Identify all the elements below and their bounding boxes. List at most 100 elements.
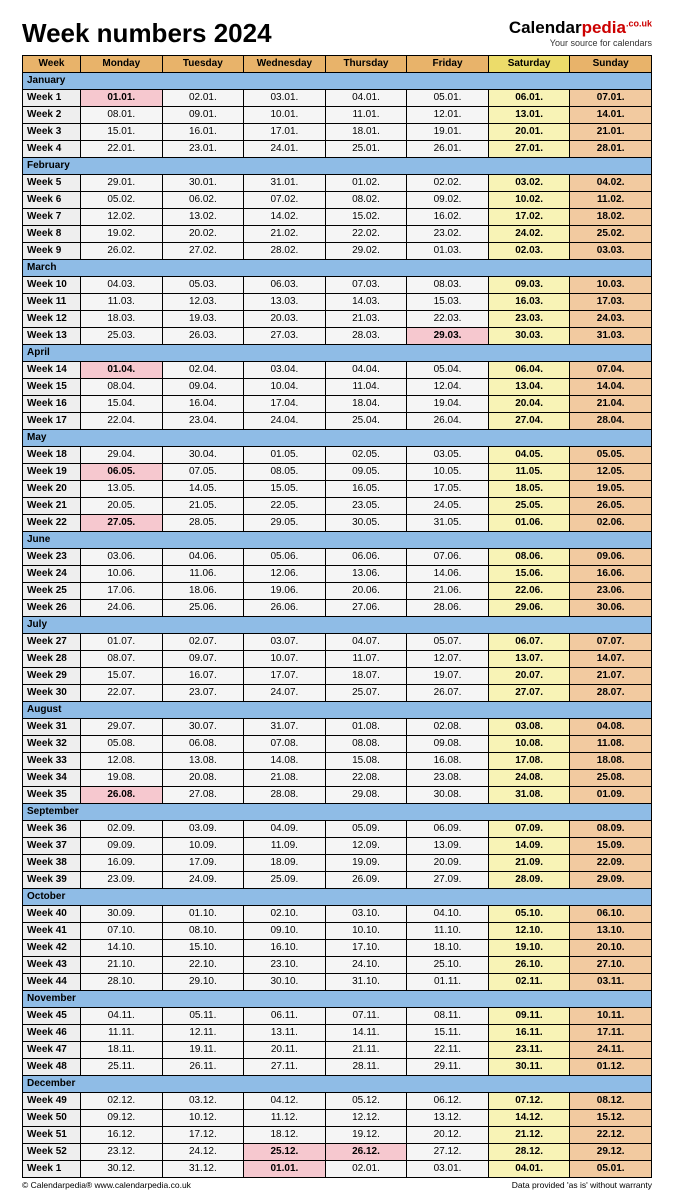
week-label: Week 44 bbox=[23, 974, 81, 991]
date-cell: 01.01. bbox=[244, 1161, 326, 1178]
date-cell: 26.09. bbox=[325, 872, 407, 889]
date-cell: 11.05. bbox=[488, 464, 570, 481]
date-cell: 30.11. bbox=[488, 1059, 570, 1076]
date-cell: 11.10. bbox=[407, 923, 489, 940]
date-cell: 29.01. bbox=[81, 175, 163, 192]
week-label: Week 14 bbox=[23, 362, 81, 379]
date-cell: 07.10. bbox=[81, 923, 163, 940]
date-cell: 15.10. bbox=[162, 940, 244, 957]
date-cell: 26.07. bbox=[407, 685, 489, 702]
date-cell: 31.10. bbox=[325, 974, 407, 991]
date-cell: 12.02. bbox=[81, 209, 163, 226]
date-cell: 08.05. bbox=[244, 464, 326, 481]
date-cell: 08.08. bbox=[325, 736, 407, 753]
date-cell: 27.04. bbox=[488, 413, 570, 430]
week-row: Week 2410.06.11.06.12.06.13.06.14.06.15.… bbox=[23, 566, 652, 583]
date-cell: 28.04. bbox=[570, 413, 652, 430]
week-label: Week 20 bbox=[23, 481, 81, 498]
date-cell: 29.08. bbox=[325, 787, 407, 804]
date-cell: 13.04. bbox=[488, 379, 570, 396]
date-cell: 27.03. bbox=[244, 328, 326, 345]
date-cell: 17.02. bbox=[488, 209, 570, 226]
week-row: Week 2013.05.14.05.15.05.16.05.17.05.18.… bbox=[23, 481, 652, 498]
week-row: Week 315.01.16.01.17.01.18.01.19.01.20.0… bbox=[23, 124, 652, 141]
date-cell: 16.07. bbox=[162, 668, 244, 685]
week-label: Week 22 bbox=[23, 515, 81, 532]
date-cell: 06.08. bbox=[162, 736, 244, 753]
date-cell: 15.12. bbox=[570, 1110, 652, 1127]
week-label: Week 10 bbox=[23, 277, 81, 294]
date-cell: 22.12. bbox=[570, 1127, 652, 1144]
date-cell: 25.04. bbox=[325, 413, 407, 430]
date-cell: 11.01. bbox=[325, 107, 407, 124]
week-row: Week 3022.07.23.07.24.07.25.07.26.07.27.… bbox=[23, 685, 652, 702]
date-cell: 30.01. bbox=[162, 175, 244, 192]
date-cell: 08.01. bbox=[81, 107, 163, 124]
date-cell: 28.10. bbox=[81, 974, 163, 991]
month-row: July bbox=[23, 617, 652, 634]
date-cell: 07.08. bbox=[244, 736, 326, 753]
date-cell: 05.01. bbox=[407, 90, 489, 107]
week-label: Week 16 bbox=[23, 396, 81, 413]
date-cell: 20.03. bbox=[244, 311, 326, 328]
footer-left: © Calendarpedia® www.calendarpedia.co.uk bbox=[22, 1180, 191, 1190]
week-row: Week 1401.04.02.04.03.04.04.04.05.04.06.… bbox=[23, 362, 652, 379]
date-cell: 30.04. bbox=[162, 447, 244, 464]
date-cell: 05.06. bbox=[244, 549, 326, 566]
date-cell: 16.11. bbox=[488, 1025, 570, 1042]
month-row: February bbox=[23, 158, 652, 175]
date-cell: 24.07. bbox=[244, 685, 326, 702]
date-cell: 07.11. bbox=[325, 1008, 407, 1025]
date-cell: 10.12. bbox=[162, 1110, 244, 1127]
week-label: Week 42 bbox=[23, 940, 81, 957]
date-cell: 05.02. bbox=[81, 192, 163, 209]
date-cell: 16.05. bbox=[325, 481, 407, 498]
date-cell: 05.10. bbox=[488, 906, 570, 923]
date-cell: 22.05. bbox=[244, 498, 326, 515]
date-cell: 03.07. bbox=[244, 634, 326, 651]
date-cell: 06.04. bbox=[488, 362, 570, 379]
date-cell: 01.02. bbox=[325, 175, 407, 192]
date-cell: 12.06. bbox=[244, 566, 326, 583]
date-cell: 19.11. bbox=[162, 1042, 244, 1059]
date-cell: 02.09. bbox=[81, 821, 163, 838]
date-cell: 19.12. bbox=[325, 1127, 407, 1144]
date-cell: 20.01. bbox=[488, 124, 570, 141]
week-row: Week 3816.09.17.09.18.09.19.09.20.09.21.… bbox=[23, 855, 652, 872]
week-row: Week 2624.06.25.06.26.06.27.06.28.06.29.… bbox=[23, 600, 652, 617]
date-cell: 30.08. bbox=[407, 787, 489, 804]
date-cell: 20.05. bbox=[81, 498, 163, 515]
date-cell: 22.06. bbox=[488, 583, 570, 600]
date-cell: 24.11. bbox=[570, 1042, 652, 1059]
week-label: Week 49 bbox=[23, 1093, 81, 1110]
date-cell: 25.09. bbox=[244, 872, 326, 889]
date-cell: 03.11. bbox=[570, 974, 652, 991]
date-cell: 22.08. bbox=[325, 770, 407, 787]
date-cell: 06.06. bbox=[325, 549, 407, 566]
date-cell: 13.11. bbox=[244, 1025, 326, 1042]
date-cell: 22.10. bbox=[162, 957, 244, 974]
date-cell: 19.07. bbox=[407, 668, 489, 685]
date-cell: 01.08. bbox=[325, 719, 407, 736]
date-cell: 04.11. bbox=[81, 1008, 163, 1025]
date-cell: 28.11. bbox=[325, 1059, 407, 1076]
week-label: Week 29 bbox=[23, 668, 81, 685]
week-row: Week 1325.03.26.03.27.03.28.03.29.03.30.… bbox=[23, 328, 652, 345]
week-row: Week 2303.06.04.06.05.06.06.06.07.06.08.… bbox=[23, 549, 652, 566]
month-row: September bbox=[23, 804, 652, 821]
week-label: Week 50 bbox=[23, 1110, 81, 1127]
date-cell: 17.11. bbox=[570, 1025, 652, 1042]
date-cell: 05.04. bbox=[407, 362, 489, 379]
date-cell: 20.11. bbox=[244, 1042, 326, 1059]
date-cell: 19.03. bbox=[162, 311, 244, 328]
week-row: Week 4428.10.29.10.30.10.31.10.01.11.02.… bbox=[23, 974, 652, 991]
date-cell: 23.05. bbox=[325, 498, 407, 515]
footer: © Calendarpedia® www.calendarpedia.co.uk… bbox=[22, 1180, 652, 1190]
date-cell: 21.01. bbox=[570, 124, 652, 141]
date-cell: 31.01. bbox=[244, 175, 326, 192]
date-cell: 02.05. bbox=[325, 447, 407, 464]
date-cell: 21.02. bbox=[244, 226, 326, 243]
month-row: October bbox=[23, 889, 652, 906]
date-cell: 14.10. bbox=[81, 940, 163, 957]
date-cell: 26.03. bbox=[162, 328, 244, 345]
